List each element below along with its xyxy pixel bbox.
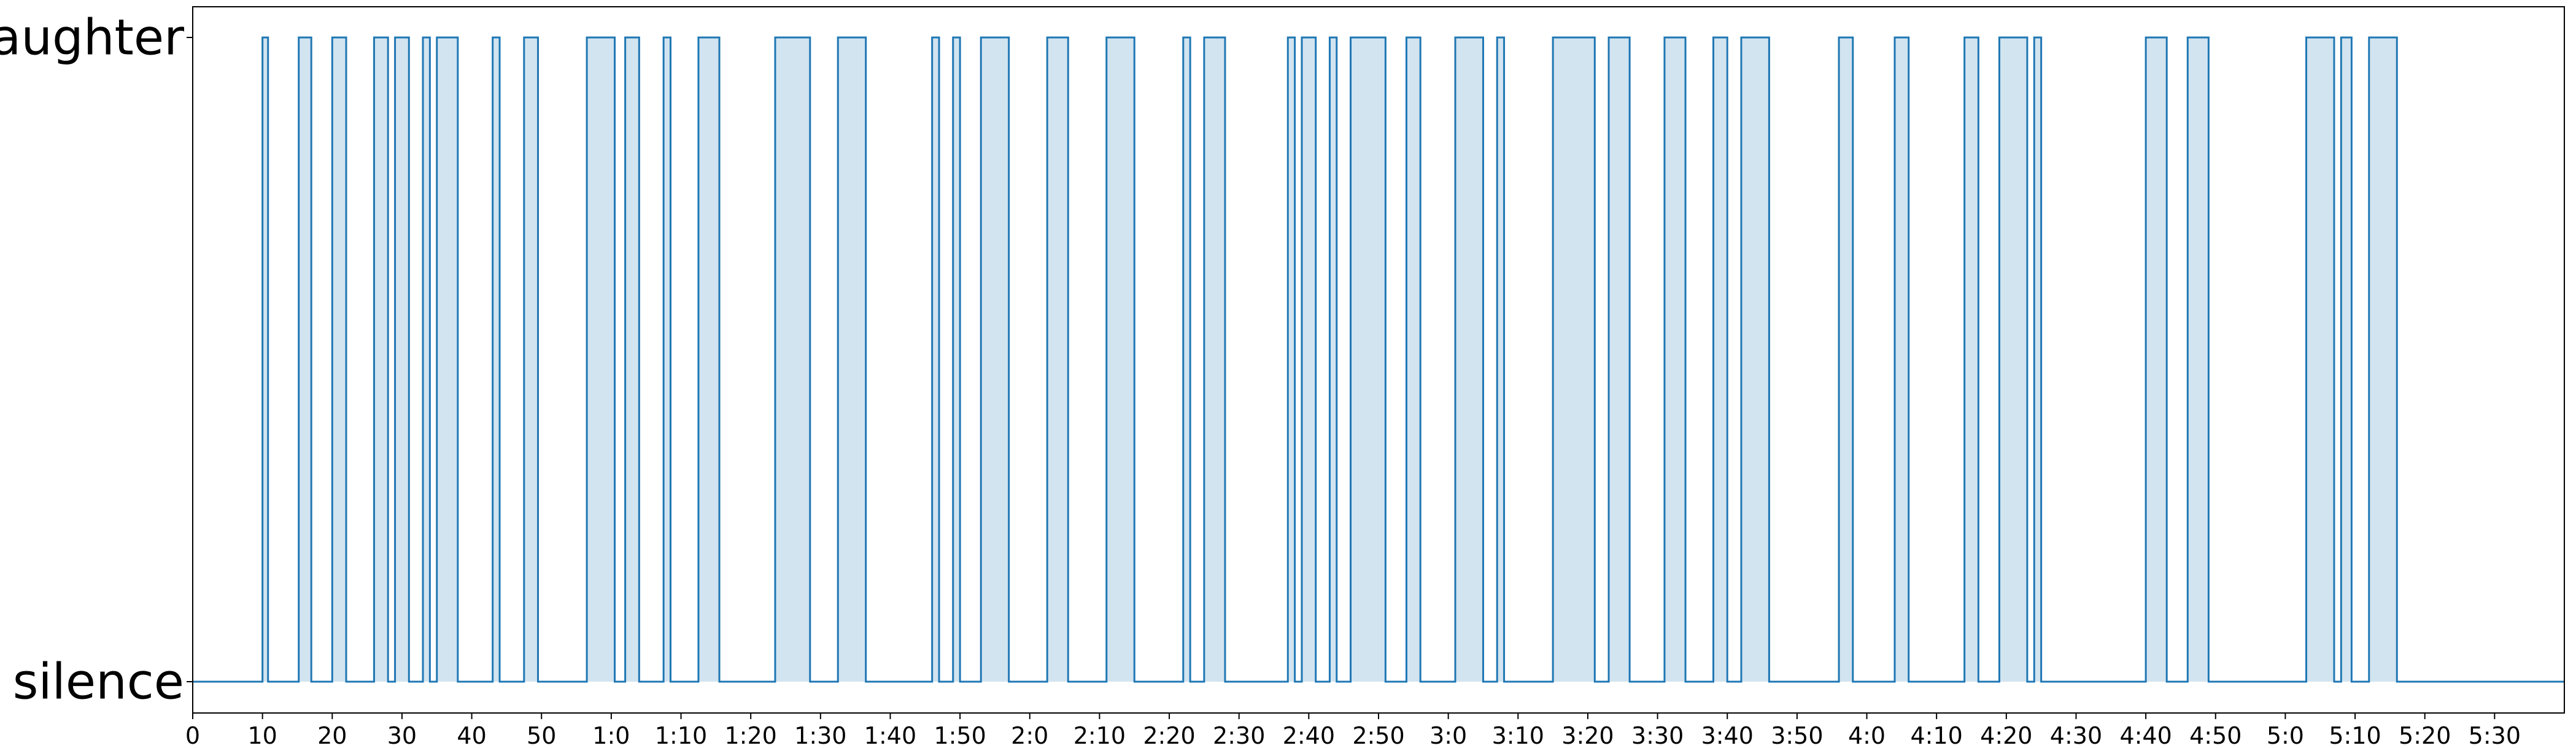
x-tick-label: 4:50 [2189,722,2241,745]
x-tick-label: 4:0 [1848,722,1886,745]
x-tick-label: 1:10 [655,722,707,745]
x-tick-label: 4:30 [2050,722,2102,745]
x-tick-label: 20 [317,722,347,745]
x-tick-label: 4:40 [2119,722,2172,745]
x-tick-label: 2:20 [1143,722,1195,745]
x-tick-label: 10 [247,722,277,745]
x-tick-label: 4:10 [1911,722,1963,745]
x-tick-label: 1:50 [934,722,986,745]
x-tick-label: 5:30 [2469,722,2521,745]
x-tick-label: 3:20 [1561,722,1614,745]
x-tick-label: 3:10 [1492,722,1544,745]
x-tick-label: 4:20 [1980,722,2032,745]
x-tick-label: 2:10 [1073,722,1126,745]
x-tick-label: 1:20 [725,722,777,745]
x-tick-label: 5:10 [2329,722,2381,745]
x-tick-label: 5:20 [2399,722,2451,745]
x-tick-label: 40 [457,722,486,745]
x-tick-label: 5:0 [2267,722,2304,745]
x-tick-label: 2:40 [1283,722,1335,745]
y-tick-label: silence [13,653,184,711]
x-tick-label: 1:30 [794,722,846,745]
y-tick-label: laughter [0,9,184,66]
x-tick-label: 2:0 [1011,722,1048,745]
x-tick-label: 2:30 [1213,722,1265,745]
x-tick-label: 30 [387,722,417,745]
y-axis: silence laughter [0,9,193,711]
x-tick-label: 3:40 [1701,722,1754,745]
laughter-area-fill [193,37,2564,682]
x-tick-label: 0 [185,722,200,745]
x-tick-label: 3:30 [1631,722,1684,745]
plot-area [193,7,2564,713]
laughter-step-line [193,36,2564,683]
x-tick-label: 3:50 [1771,722,1823,745]
x-tick-label: 1:40 [864,722,916,745]
x-tick-label: 50 [527,722,556,745]
x-tick-label: 1:0 [592,722,630,745]
x-axis: 0 10 20 30 40 50 1:0 1:10 1:20 1:30 1:40 1:50 2:0 2:1… [185,713,2521,748]
x-tick-label: 3:0 [1429,722,1467,745]
x-tick-label: 2:50 [1352,722,1404,745]
